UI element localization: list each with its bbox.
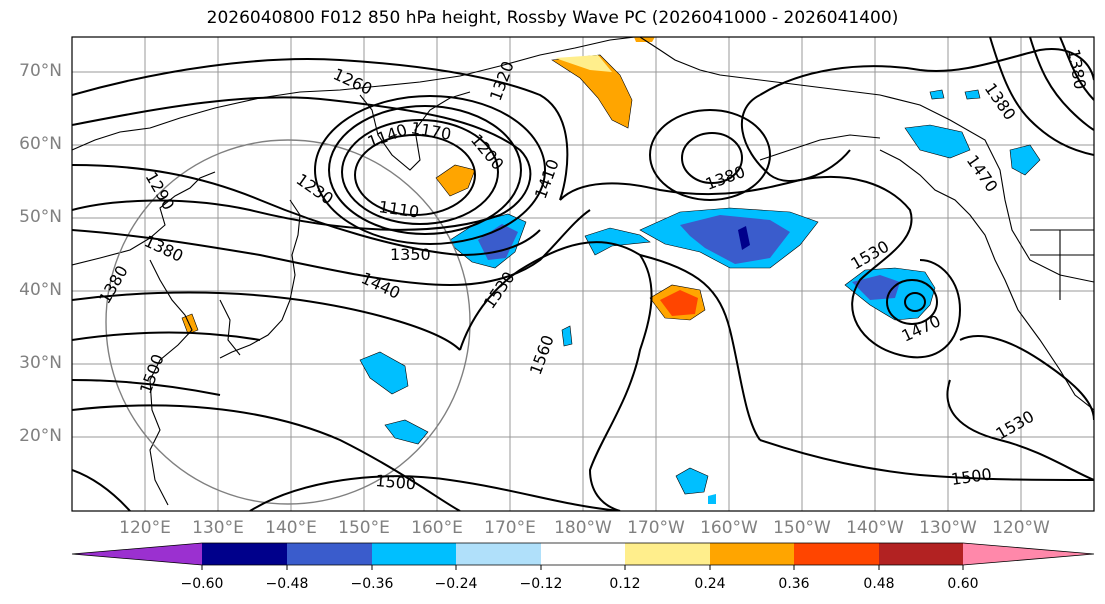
- lon-label: 170°E: [484, 518, 536, 538]
- lon-label: 140°W: [846, 518, 904, 538]
- colorbar-segment: [456, 543, 541, 565]
- colorbar-segment: [541, 543, 625, 565]
- map-title: 2026040800 F012 850 hPa height, Rossby W…: [206, 8, 899, 28]
- colorbar: [71, 542, 1095, 570]
- lat-label-70n: 70°N: [19, 61, 62, 81]
- lat-label-20n: 20°N: [19, 426, 62, 446]
- lon-label: 170°W: [627, 518, 685, 538]
- lon-label: 160°W: [700, 518, 758, 538]
- colorbar-segment: [202, 543, 287, 565]
- colorbar-tick-label: −0.36: [350, 576, 394, 592]
- coastlines: [72, 37, 1094, 506]
- lat-label-50n: 50°N: [19, 207, 62, 227]
- lat-label-40n: 40°N: [19, 280, 62, 300]
- plot-frame: [71, 36, 1095, 512]
- colorbar-tick-label: −0.48: [265, 576, 309, 592]
- contour-label: 1500: [375, 471, 417, 493]
- lat-label-60n: 60°N: [19, 134, 62, 154]
- lon-label: 180°W: [554, 518, 612, 538]
- colorbar-segment: [794, 543, 879, 565]
- colorbar-tick-label: −0.24: [434, 576, 478, 592]
- colorbar-tick-label: 0.24: [694, 576, 726, 592]
- colorbar-tick-label: 0.36: [778, 576, 810, 592]
- colorbar-extend-right: [963, 543, 1094, 565]
- colorbar-tick-label: 0.60: [947, 576, 979, 592]
- colorbar-tick-label: 0.12: [609, 576, 641, 592]
- colorbar-tick-label: −0.60: [180, 576, 224, 592]
- colorbar-segment: [287, 543, 372, 565]
- colorbar-segment: [879, 543, 963, 565]
- lon-label: 130°W: [919, 518, 977, 538]
- lon-label: 150°W: [773, 518, 831, 538]
- colorbar-extend-left: [72, 543, 202, 565]
- lon-label: 120°W: [992, 518, 1050, 538]
- reference-circle: [105, 139, 471, 505]
- lon-label: 140°E: [265, 518, 317, 538]
- lat-label-30n: 30°N: [19, 353, 62, 373]
- contour-label: 1350: [390, 245, 431, 264]
- colorbar-segment: [625, 543, 710, 565]
- lon-label: 130°E: [192, 518, 244, 538]
- lon-label: 160°E: [411, 518, 463, 538]
- lon-label: 120°E: [119, 518, 171, 538]
- colorbar-tick-label: −0.12: [519, 576, 563, 592]
- colorbar-tick-label: 0.48: [863, 576, 895, 592]
- lon-label: 150°E: [338, 518, 390, 538]
- colorbar-segment: [372, 543, 456, 565]
- colorbar-segment: [710, 543, 794, 565]
- height-contours: [72, 37, 1094, 511]
